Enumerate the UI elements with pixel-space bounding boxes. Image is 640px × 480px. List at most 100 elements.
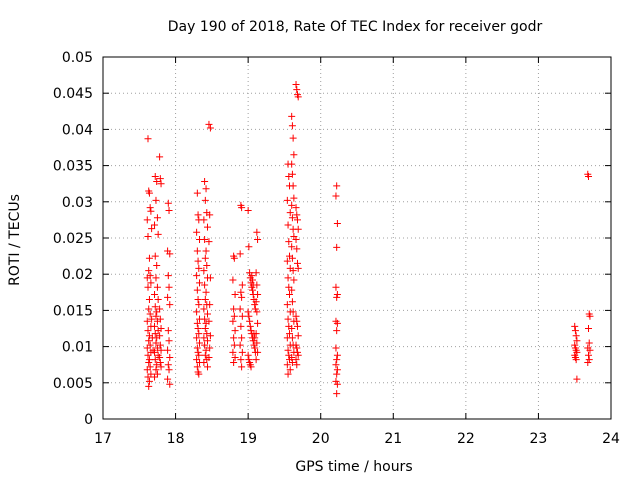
data-point <box>145 359 153 367</box>
data-point <box>332 361 340 369</box>
data-point <box>293 348 301 356</box>
data-point <box>143 274 151 282</box>
data-point <box>254 348 262 356</box>
data-point <box>153 370 161 378</box>
data-point <box>333 327 341 335</box>
y-tick-label: 0.03 <box>62 195 93 211</box>
data-point <box>288 286 296 294</box>
data-point <box>294 225 302 233</box>
data-point <box>229 317 237 325</box>
data-point <box>286 330 294 338</box>
data-point <box>147 207 155 215</box>
data-point <box>145 267 153 275</box>
data-point <box>152 196 160 204</box>
data-point <box>201 325 209 332</box>
data-point <box>247 327 255 335</box>
data-point <box>195 351 203 359</box>
data-point <box>288 122 296 130</box>
data-point <box>164 361 172 369</box>
x-tick-label: 19 <box>239 431 257 447</box>
data-point <box>288 298 296 306</box>
data-point <box>333 220 341 228</box>
data-point <box>145 337 153 345</box>
data-point <box>286 366 294 374</box>
data-point <box>251 344 259 352</box>
data-point <box>288 112 296 120</box>
data-point <box>332 344 340 352</box>
data-point <box>193 189 201 197</box>
data-point <box>332 192 340 200</box>
data-point <box>206 301 214 309</box>
data-point <box>201 178 209 186</box>
plot-frame <box>102 56 612 420</box>
data-point <box>293 361 301 369</box>
data-point <box>205 120 213 128</box>
data-point <box>205 238 213 246</box>
data-point <box>146 341 154 349</box>
data-point <box>293 259 301 267</box>
data-point <box>244 351 252 359</box>
data-point <box>231 353 239 361</box>
data-point <box>283 301 291 309</box>
data-point <box>165 337 173 345</box>
data-point <box>237 322 245 330</box>
data-point <box>294 93 302 101</box>
data-point <box>200 334 208 342</box>
data-point <box>202 185 210 193</box>
data-point <box>237 356 245 364</box>
data-point <box>146 363 154 371</box>
data-point <box>194 296 202 304</box>
data-point <box>236 250 244 258</box>
y-tick-label: 0.025 <box>53 231 93 247</box>
data-point <box>153 262 161 270</box>
data-point <box>231 327 239 335</box>
data-point <box>193 272 201 280</box>
x-tick-label: 22 <box>457 431 475 447</box>
data-point <box>156 153 164 161</box>
data-point <box>205 353 213 361</box>
data-point <box>193 247 201 255</box>
data-point <box>289 267 297 275</box>
data-point <box>251 301 259 309</box>
data-point <box>166 250 174 258</box>
data-point <box>204 337 212 345</box>
data-point <box>572 356 580 364</box>
data-point <box>254 290 262 298</box>
data-point <box>157 346 165 354</box>
data-point <box>246 317 254 325</box>
data-point <box>202 247 210 255</box>
data-point <box>206 344 214 352</box>
data-point <box>571 322 579 330</box>
data-point <box>156 175 164 183</box>
data-point <box>156 305 164 313</box>
data-points <box>143 81 594 398</box>
data-point <box>154 296 162 304</box>
data-point <box>585 172 593 180</box>
data-point <box>333 366 341 374</box>
data-point <box>200 216 208 224</box>
data-point <box>166 380 174 388</box>
data-point <box>245 356 253 364</box>
data-point <box>145 305 153 313</box>
data-point <box>294 264 302 272</box>
data-point <box>293 86 301 94</box>
data-point <box>194 348 202 356</box>
data-point <box>238 348 246 356</box>
data-point <box>145 254 153 262</box>
data-point <box>229 276 237 284</box>
data-point <box>151 290 159 298</box>
data-point <box>333 356 341 364</box>
data-point <box>293 211 301 219</box>
data-point <box>145 296 153 304</box>
data-point <box>289 308 297 316</box>
data-point <box>252 298 260 306</box>
data-point <box>252 330 260 338</box>
data-point <box>200 305 208 313</box>
data-point <box>147 370 155 378</box>
data-point <box>236 305 244 313</box>
data-point <box>237 288 245 296</box>
data-point <box>252 269 260 277</box>
data-point <box>238 312 246 320</box>
data-point <box>151 252 159 260</box>
